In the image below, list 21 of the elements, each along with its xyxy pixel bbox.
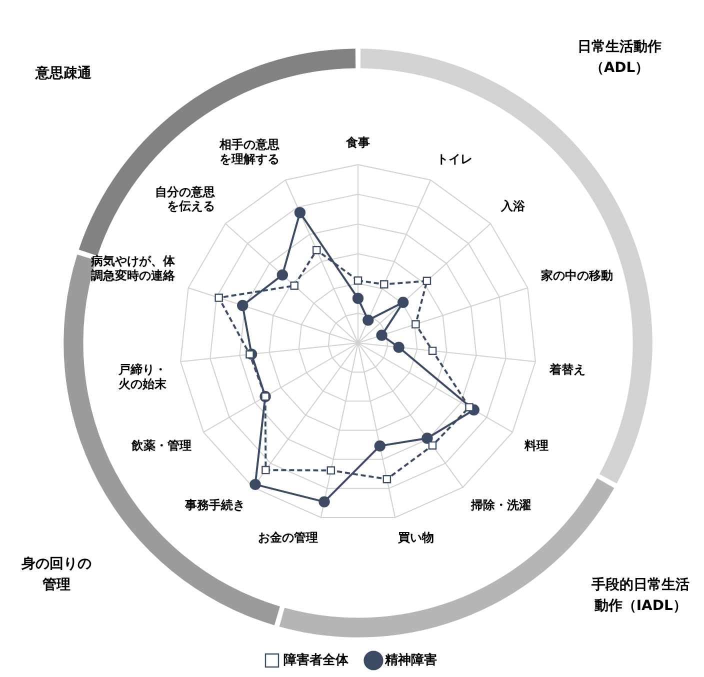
legend-label: 精神障害 — [384, 652, 437, 668]
legend-label: 障害者全体 — [284, 652, 350, 668]
spoke-label: 掃除・洗濯 — [470, 498, 532, 512]
text: 意思疎通 — [34, 64, 92, 84]
text: 手段的日常生活動作（IADL） — [590, 576, 691, 616]
spoke-label: 飲薬・管理 — [130, 438, 192, 453]
text: 日常生活動作（ADL） — [576, 38, 663, 78]
spoke-label: 戸締り・火の始末 — [118, 362, 168, 391]
spoke-label: 買い物 — [397, 530, 434, 545]
spoke-label: 料理 — [524, 438, 549, 453]
spoke-label: トイレ — [436, 152, 472, 166]
spoke-label: 食事 — [345, 136, 370, 150]
spoke-label: 自分の意思を伝える — [155, 184, 216, 214]
spoke-label: 入浴 — [500, 199, 526, 214]
spoke-label: お金の管理 — [258, 530, 318, 545]
spoke-label: 家の中の移動 — [540, 268, 613, 282]
text: 身の回りの管理 — [20, 555, 92, 596]
spoke-label: 着替え — [548, 362, 586, 376]
spoke-label: 事務手続き — [184, 498, 245, 512]
spoke-label: 病気やけが、体調急変時の連絡 — [90, 254, 176, 282]
spoke-label: 相手の意思を理解する — [218, 138, 281, 166]
